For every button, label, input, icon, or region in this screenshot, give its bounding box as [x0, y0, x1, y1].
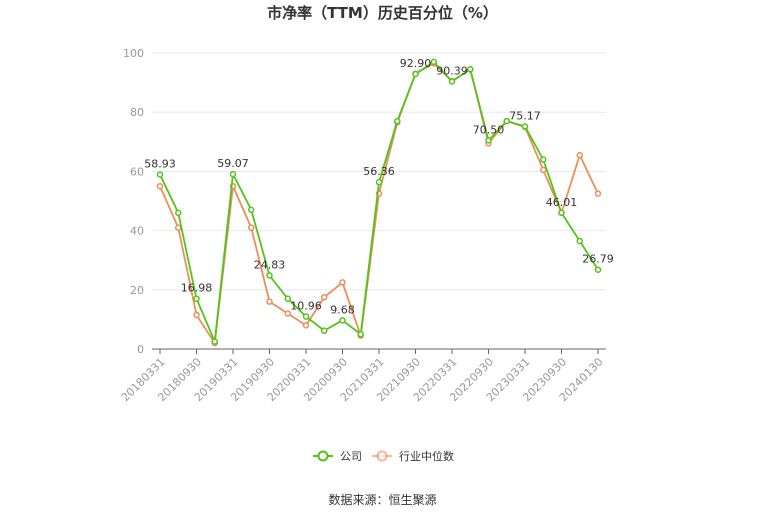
data-point: [266, 298, 273, 305]
data-label: 46.01: [546, 196, 578, 209]
data-point: [302, 313, 310, 320]
data-point: [467, 66, 474, 73]
data-point: [521, 123, 529, 130]
data-point: [430, 58, 437, 66]
data-label: 9.68: [330, 303, 355, 316]
data-point: [284, 295, 291, 302]
data-point: [211, 338, 218, 345]
data-point: [193, 311, 200, 319]
legend-marker: [317, 450, 329, 462]
series-line-0: [159, 60, 599, 346]
legend-label: 公司: [340, 450, 362, 463]
data-point: [540, 166, 547, 174]
data-point: [357, 330, 364, 338]
data-point: [156, 182, 164, 190]
data-point: [594, 190, 602, 197]
y-tick-label: 0: [137, 343, 144, 356]
data-point: [156, 171, 164, 178]
data-point: [339, 317, 346, 324]
data-point: [448, 78, 456, 85]
data-point: [339, 279, 346, 286]
data-label: 26.79: [582, 253, 614, 266]
chart-title: 市净率（TTM）历史百分位（%）: [267, 4, 498, 22]
y-tick-label: 80: [130, 106, 144, 119]
y-tick-label: 100: [123, 47, 144, 60]
data-point: [302, 322, 310, 329]
data-point: [540, 156, 547, 163]
series-line-1: [159, 62, 599, 346]
data-label: 59.07: [217, 157, 249, 170]
data-point: [576, 237, 583, 245]
data-point: [394, 117, 401, 125]
data-label: 75.17: [509, 109, 541, 122]
data-label: 10.96: [290, 300, 322, 313]
data-point: [558, 209, 565, 217]
data-point: [503, 117, 510, 125]
data-label: 56.36: [363, 165, 395, 178]
data-point: [284, 310, 291, 317]
legend-marker: [376, 450, 388, 462]
data-label: 16.98: [181, 282, 213, 295]
data-point: [248, 224, 255, 231]
data-label: 92.90: [400, 57, 432, 70]
legend-label: 行业中位数: [399, 449, 454, 463]
y-tick-label: 20: [130, 284, 144, 297]
data-point: [229, 170, 237, 178]
data-point: [485, 137, 492, 144]
data-point: [412, 70, 419, 78]
data-label: 24.83: [254, 259, 286, 272]
data-point: [175, 224, 182, 231]
data-point: [576, 151, 583, 159]
data-label: 70.50: [473, 123, 505, 136]
data-label: 90.39: [436, 64, 468, 77]
data-point: [193, 295, 200, 302]
data-label: 58.93: [144, 158, 176, 171]
data-point: [248, 206, 255, 214]
data-point: [321, 293, 328, 301]
data-point: [594, 266, 602, 273]
data-point: [321, 327, 328, 334]
data-point: [175, 209, 182, 217]
y-tick-label: 60: [130, 165, 144, 178]
y-tick-label: 40: [130, 225, 144, 238]
data-source: 数据来源：恒生聚源: [328, 493, 437, 507]
data-point: [375, 178, 383, 186]
data-point: [266, 272, 273, 279]
